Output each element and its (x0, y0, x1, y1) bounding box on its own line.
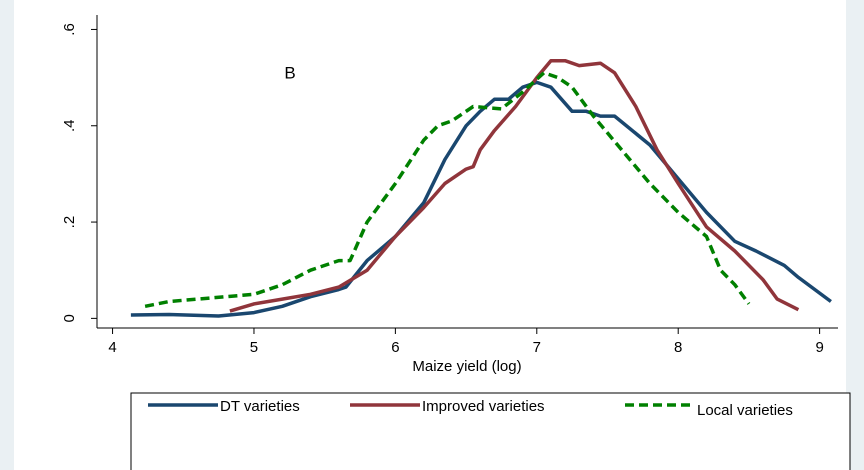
x-tick-label: 9 (815, 339, 823, 356)
annotation: B (284, 63, 295, 82)
y-tick-label: .2 (61, 216, 78, 229)
x-tick-label: 5 (250, 339, 258, 356)
legend-box (130, 392, 851, 470)
y-tick-label: 0 (61, 314, 78, 322)
density-line (130, 80, 832, 318)
legend-label: Local varieties (697, 402, 793, 419)
x-tick-label: 8 (674, 339, 682, 356)
legend-label: Improved varieties (422, 398, 545, 415)
x-tick-label: 6 (391, 339, 399, 356)
density-line (144, 71, 751, 309)
legend-label: DT varieties (220, 398, 300, 415)
y-tick-label: .6 (61, 23, 78, 36)
y-tick-label: .4 (61, 119, 78, 132)
x-axis-label: Maize yield (log) (412, 358, 521, 375)
x-tick-label: 7 (533, 339, 541, 356)
x-tick-label: 4 (108, 339, 116, 356)
density-line (229, 58, 800, 313)
